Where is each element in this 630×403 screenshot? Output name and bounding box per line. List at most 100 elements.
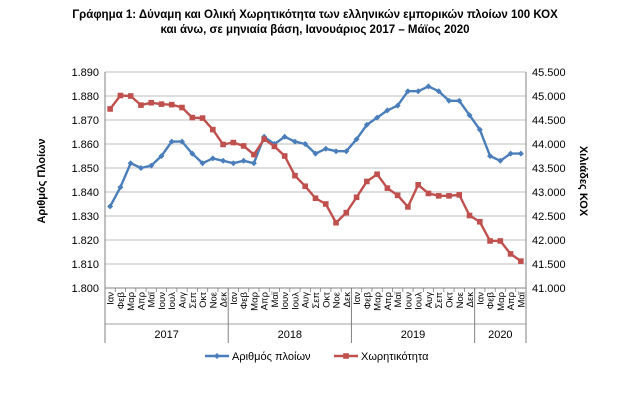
x-month-label: Ιαν [352, 292, 363, 305]
axes [104, 72, 527, 343]
x-month-label: Μαϊ [147, 291, 158, 307]
x-month-label: Μαϊ [516, 291, 527, 307]
x-month-label: Νοε [332, 291, 343, 308]
data-point [507, 251, 514, 257]
data-point [107, 203, 114, 210]
data-point [107, 106, 113, 112]
y-right-tick-label: 45.500 [532, 67, 566, 79]
legend: Αριθμός πλοίων Χωρητικότητα [205, 351, 429, 363]
data-point [497, 238, 504, 244]
y-right-tick-label: 42.500 [532, 211, 566, 223]
y-right-tick-label: 41.000 [532, 283, 566, 295]
data-point [445, 97, 452, 104]
data-point [405, 204, 411, 210]
x-month-label: Οκτ [321, 292, 332, 308]
y-right-tick-label: 44.500 [532, 115, 566, 127]
x-year-label: 2020 [488, 329, 512, 341]
x-month-label: Φεβ [116, 291, 127, 309]
data-point [240, 157, 247, 164]
y-left-tick-label: 1.800 [71, 283, 99, 295]
axis-labels: 1.800 41.000 1.810 41.500 1.820 42.000 1.830 42… [71, 67, 565, 341]
data-point [364, 178, 370, 185]
data-point [220, 141, 226, 148]
data-point [384, 185, 391, 191]
data-point [394, 102, 401, 109]
y-right-tick-label: 41.500 [532, 259, 566, 271]
x-month-label: Φεβ [362, 291, 373, 309]
series-1 [107, 83, 524, 210]
data-point [415, 88, 422, 95]
x-month-label: Ιαν [229, 292, 240, 305]
x-year-label: 2017 [154, 329, 178, 341]
legend-swatch-marker [214, 353, 220, 359]
y-axis-left-title: Αριθμός Πλοίων [36, 138, 48, 223]
legend-item-1: Αριθμός πλοίων [205, 351, 311, 363]
x-month-label: Μαρ [373, 291, 384, 310]
data-point [487, 153, 494, 159]
y-left-tick-label: 1.810 [71, 259, 99, 271]
gridlines [105, 71, 526, 289]
x-month-label: Ιαν [106, 292, 117, 305]
data-point [353, 136, 360, 143]
y-axis-right-title: Χιλιάδες ΚΟΧ [577, 146, 589, 217]
x-month-label: Φεβ [486, 291, 497, 309]
data-point [322, 201, 329, 207]
x-month-label: Οκτ [198, 292, 209, 308]
x-month-label: Ιουλ [167, 292, 178, 310]
legend-label: Αριθμός πλοίων [232, 351, 311, 363]
x-month-label: Μαϊ [270, 291, 281, 307]
data-point [476, 126, 483, 133]
data-point [137, 165, 144, 171]
data-point [333, 148, 340, 155]
x-month-label: Αυγ [178, 292, 189, 309]
data-point [507, 150, 514, 157]
data-point [138, 102, 144, 108]
x-month-label: Ιουν [280, 292, 291, 310]
x-month-label: Νοε [208, 291, 219, 308]
x-month-label: Αυγ [424, 292, 435, 309]
data-point [199, 160, 206, 167]
data-point [456, 97, 463, 104]
data-point [158, 101, 165, 107]
data-point [333, 219, 339, 226]
y-right-tick-label: 45.000 [532, 91, 566, 103]
y-right-tick-label: 44.000 [532, 139, 566, 151]
series-lines [107, 83, 524, 264]
data-point [446, 193, 452, 199]
x-month-label: Δεκ [465, 292, 476, 308]
data-point [230, 160, 237, 167]
data-point [435, 193, 442, 199]
data-point [384, 107, 391, 114]
data-point [312, 195, 319, 202]
x-month-label: Οκτ [444, 292, 455, 308]
data-point [517, 150, 524, 157]
data-point [466, 212, 473, 219]
data-point [199, 115, 206, 121]
data-point [210, 126, 216, 133]
data-point [343, 148, 350, 155]
y-right-tick-label: 43.000 [532, 187, 566, 199]
data-point [261, 136, 267, 142]
data-point [363, 121, 370, 128]
data-point [404, 88, 411, 95]
data-point [518, 258, 524, 264]
x-month-label: Δεκ [342, 292, 353, 308]
x-year-label: 2018 [278, 329, 302, 341]
data-point [251, 151, 257, 158]
data-point [240, 143, 247, 149]
data-point [415, 182, 421, 188]
x-month-label: Ιουν [403, 292, 414, 310]
data-point [466, 112, 473, 119]
x-month-label: Αυγ [301, 292, 312, 309]
data-point [281, 133, 288, 140]
legend-label: Χωρητικότητα [361, 351, 429, 363]
x-month-label: Μαϊ [393, 291, 404, 307]
data-point [292, 172, 298, 179]
data-point [456, 192, 463, 198]
data-point [209, 155, 216, 162]
x-month-label: Απρ [136, 291, 147, 310]
y-right-tick-label: 42.000 [532, 235, 566, 247]
x-month-label: Μαρ [249, 291, 260, 310]
